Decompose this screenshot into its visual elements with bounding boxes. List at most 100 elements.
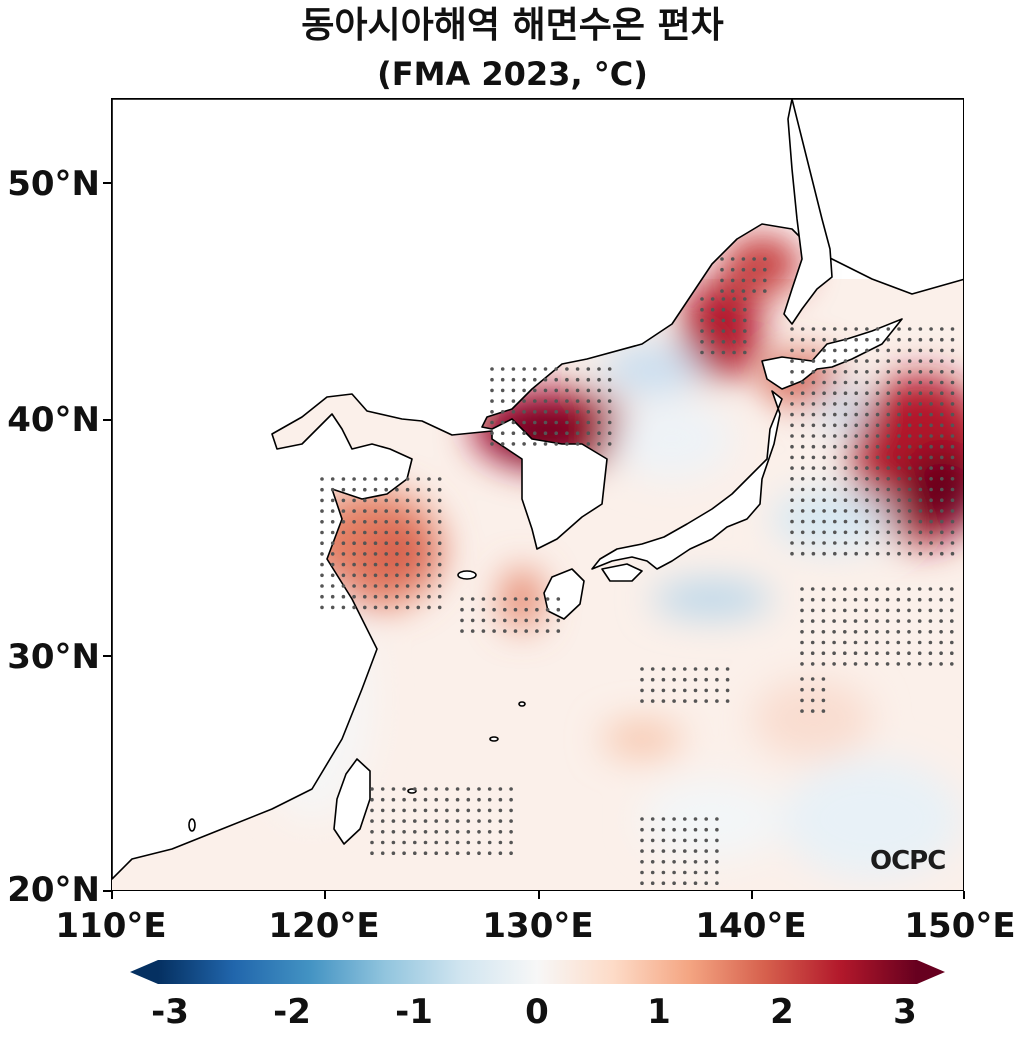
stipple-dot [466, 808, 471, 813]
stipple-dot [843, 380, 848, 385]
stipple-dot [833, 402, 837, 406]
stipple-dot [683, 817, 687, 821]
stipple-dot [721, 307, 726, 312]
stipple-dot [875, 498, 880, 503]
stipple-dot [384, 498, 389, 503]
stipple-dot [522, 410, 526, 414]
stipple-dot [320, 509, 324, 513]
stipple-dot [320, 487, 324, 492]
stipple-dot [721, 329, 726, 333]
stipple-dot [481, 607, 486, 612]
stipple-dot [607, 388, 612, 393]
stipple-dot [950, 651, 954, 655]
stipple-dot [940, 423, 944, 428]
stipple-dot [363, 573, 367, 578]
y-tick-label: 20°N [7, 870, 100, 910]
stipple-dot [700, 329, 704, 333]
stipple-dot [672, 881, 676, 885]
stipple-dot [800, 709, 804, 713]
stipple-dot [434, 819, 439, 823]
stipple-dot [929, 466, 933, 470]
stipple-dot [490, 377, 494, 382]
stipple-dot [907, 530, 912, 535]
stipple-dot [950, 498, 955, 503]
stipple-dot [940, 477, 944, 481]
stipple-dot [470, 607, 475, 612]
stipple-dot [918, 455, 923, 460]
stipple-dot [721, 350, 726, 355]
stipple-dot [427, 573, 431, 578]
stipple-dot [683, 838, 687, 843]
stipple-dot [710, 340, 715, 344]
stipple-dot [586, 442, 591, 446]
stipple-dot [743, 350, 747, 355]
stipple-dot [811, 348, 816, 353]
stipple-dot [434, 830, 439, 834]
stipple-dot [886, 380, 891, 385]
x-tick-mark [538, 891, 540, 899]
stipple-dot [897, 498, 901, 503]
stipple-dot [865, 412, 869, 417]
stipple-dot [423, 808, 428, 813]
stipple-dot [886, 444, 891, 449]
stipple-dot [725, 688, 730, 693]
stipple-dot [843, 402, 848, 406]
stipple-dot [790, 466, 794, 470]
stipple-dot [886, 541, 891, 545]
stipple-dot [341, 477, 346, 481]
stipple-dot [391, 797, 396, 802]
stipple-dot [586, 367, 591, 371]
stipple-dot [865, 487, 869, 492]
stipple-dot [853, 597, 858, 602]
stipple-dot [492, 597, 496, 601]
stipple-dot [370, 830, 374, 834]
stipple-dot [380, 808, 385, 813]
sst-anomaly-map [111, 98, 964, 891]
stipple-dot [950, 509, 955, 513]
stipple-dot [597, 388, 601, 393]
stipple-dot [822, 444, 826, 449]
stipple-dot [929, 370, 933, 374]
stipple-dot [373, 541, 378, 545]
stipple-dot [843, 587, 847, 591]
stipple-dot [752, 267, 756, 272]
stipple-dot [940, 370, 944, 374]
stipple-dot [511, 442, 516, 446]
stipple-dot [886, 359, 891, 363]
stipple-dot [885, 662, 890, 666]
stipple-dot [434, 797, 439, 802]
stipple-dot [896, 630, 901, 634]
x-tick-mark [963, 891, 965, 899]
stipple-dot [693, 838, 698, 843]
stipple-dot [352, 584, 356, 588]
stipple-dot [875, 466, 880, 470]
stipple-dot [732, 340, 736, 344]
colorbar-tick-label: 3 [893, 992, 917, 1032]
stipple-dot [500, 377, 505, 382]
stipple-dot [939, 608, 943, 613]
stipple-dot [928, 608, 933, 613]
stipple-dot [710, 318, 715, 323]
stipple-dot [487, 851, 492, 855]
stipple-dot [370, 819, 374, 823]
stipple-dot [730, 289, 735, 293]
stipple-dot [715, 881, 719, 885]
colorbar [130, 960, 945, 984]
stipple-dot [800, 509, 805, 513]
stipple-dot [565, 388, 569, 393]
stipple-dot [917, 630, 922, 634]
stipple-dot [524, 618, 528, 623]
stipple-dot [854, 370, 858, 374]
stipple-dot [384, 552, 389, 556]
stipple-dot [917, 640, 922, 645]
stipple-dot [854, 412, 858, 417]
stipple-dot [490, 367, 494, 371]
stipple-dot [434, 851, 439, 855]
stipple-dot [918, 391, 923, 396]
stipple-dot [640, 667, 644, 671]
stipple-dot [363, 562, 367, 567]
stipple-dot [865, 423, 869, 428]
stipple-dot [554, 410, 558, 414]
stipple-dot [929, 359, 933, 363]
stipple-dot [466, 840, 471, 845]
